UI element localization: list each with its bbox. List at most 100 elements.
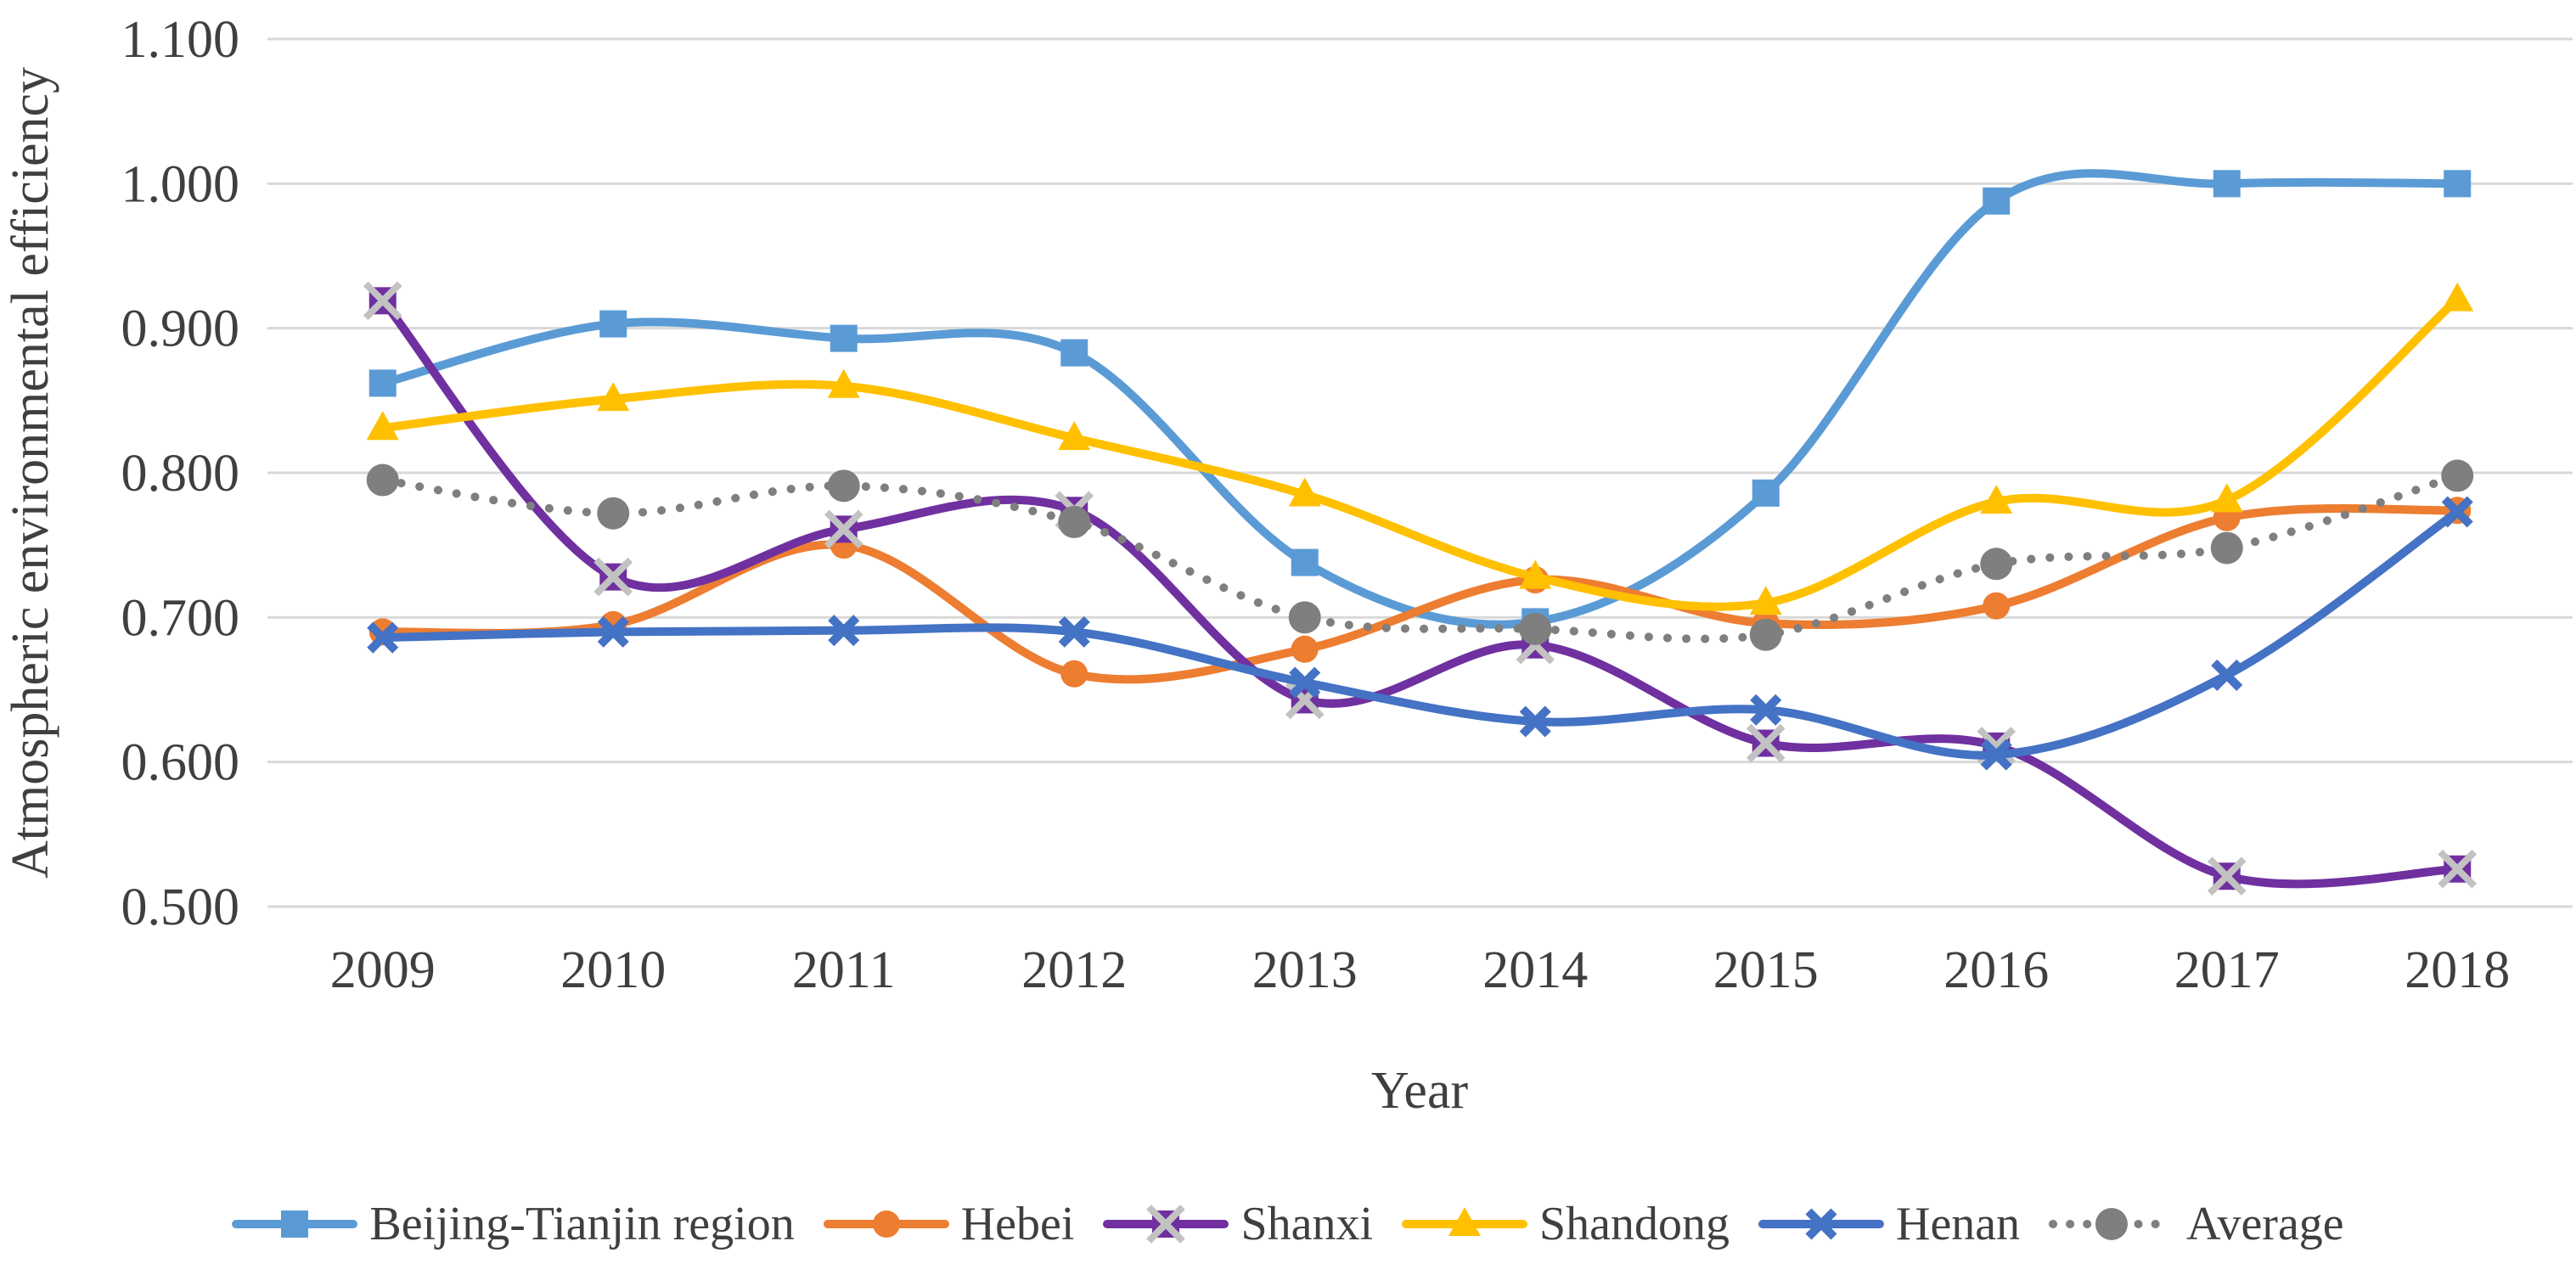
- x-tick-label: 2010: [560, 941, 666, 999]
- legend-label: Beijing-Tianjin region: [369, 1198, 795, 1250]
- marker-shandong: [827, 368, 860, 398]
- marker-average: [827, 469, 860, 503]
- y-axis-tick-labels: 0.500 0.600 0.700 0.800 0.900 1.000 1.100: [121, 11, 240, 936]
- series-line-average: [378, 471, 2462, 643]
- y-tick-label: 0.800: [121, 445, 240, 503]
- marker-shandong: [597, 382, 630, 412]
- marker-henan: [597, 615, 629, 648]
- marker-beijing-tianjin-region: [2444, 170, 2472, 198]
- marker-shanxi: [593, 557, 633, 597]
- marker-beijing-tianjin-region: [1752, 479, 1780, 507]
- x-tick-label: 2015: [1713, 941, 1819, 999]
- legend-swatch-henan-icon: [1758, 1208, 1884, 1240]
- legend-marker-shandong: [1448, 1207, 1481, 1236]
- legend-marker-average: [2095, 1208, 2129, 1240]
- y-tick-label: 0.700: [121, 589, 240, 647]
- legend-label: Average: [2186, 1198, 2344, 1250]
- marker-beijing-tianjin-region: [1060, 339, 1088, 367]
- marker-shanxi: [2438, 849, 2478, 889]
- marker-average: [1980, 548, 2013, 581]
- marker-shanxi: [1746, 723, 1786, 763]
- y-tick-label: 0.600: [121, 734, 240, 792]
- x-tick-label: 2014: [1482, 941, 1588, 999]
- plot-series: [363, 169, 2478, 896]
- legend-marker-shanxi: [1146, 1205, 1186, 1244]
- legend-swatch-shanxi-icon: [1103, 1205, 1229, 1244]
- legend-item-shanxi: Shanxi: [1103, 1197, 1373, 1251]
- marker-beijing-tianjin-region: [599, 310, 627, 338]
- marker-hebei: [1060, 660, 1088, 688]
- legend-label: Hebei: [960, 1198, 1075, 1250]
- series-line-shandong: [378, 295, 2462, 611]
- legend-swatch-average-icon: [2049, 1208, 2175, 1240]
- series-line-shanxi: [378, 296, 2462, 889]
- marker-shandong: [2441, 282, 2474, 312]
- x-tick-label: 2012: [1021, 941, 1127, 999]
- y-tick-label: 1.000: [121, 155, 240, 213]
- legend-label: Shanxi: [1240, 1198, 1373, 1250]
- marker-shanxi: [824, 509, 863, 549]
- marker-hebei: [1291, 635, 1319, 663]
- x-axis-title: Year: [1371, 1062, 1469, 1120]
- marker-average: [2210, 531, 2243, 564]
- marker-beijing-tianjin-region: [830, 324, 858, 352]
- y-tick-label: 1.100: [121, 11, 240, 69]
- x-tick-label: 2016: [1943, 941, 2049, 999]
- legend-marker-hebei: [872, 1210, 900, 1238]
- marker-henan: [1519, 705, 1551, 738]
- marker-average: [2441, 459, 2474, 492]
- legend-item-shandong: Shandong: [1402, 1197, 1730, 1251]
- x-tick-label: 2009: [330, 941, 436, 999]
- marker-shandong: [366, 411, 399, 441]
- legend-item-beijing-tianjin-region: Beijing-Tianjin region: [232, 1197, 795, 1251]
- marker-average: [1519, 612, 1552, 645]
- marker-beijing-tianjin-region: [1291, 548, 1319, 576]
- legend-swatch-hebei-icon: [823, 1210, 949, 1238]
- marker-beijing-tianjin-region: [1983, 187, 2011, 215]
- marker-henan: [1750, 694, 1782, 726]
- marker-average: [1749, 618, 1782, 651]
- marker-henan: [1980, 739, 2012, 771]
- gridlines: [267, 37, 2573, 908]
- marker-beijing-tianjin-region: [368, 369, 397, 397]
- x-tick-label: 2017: [2174, 941, 2280, 999]
- legend-swatch-beijing-tianjin-region-icon: [232, 1210, 358, 1238]
- marker-henan: [1058, 615, 1090, 648]
- series-line-beijing-tianjin-region: [378, 169, 2462, 629]
- y-tick-label: 0.500: [121, 879, 240, 936]
- marker-shandong: [1980, 485, 2013, 514]
- marker-shandong: [1288, 477, 1321, 507]
- legend-label: Shandong: [1539, 1198, 1730, 1250]
- marker-henan: [828, 615, 860, 647]
- marker-henan: [2441, 496, 2473, 528]
- marker-average: [366, 463, 399, 497]
- marker-henan: [367, 621, 399, 654]
- legend-item-hebei: Hebei: [823, 1197, 1075, 1251]
- y-tick-label: 0.900: [121, 300, 240, 358]
- legend: Beijing-Tianjin region Hebei Shanxi Shandon…: [0, 1182, 2576, 1267]
- marker-shandong: [2210, 483, 2243, 513]
- marker-average: [1058, 505, 1091, 538]
- x-axis-tick-labels: 2009 2010 2011 2012 2013 2014 2015 2016 2017 2018: [330, 941, 2511, 999]
- x-tick-label: 2018: [2404, 941, 2510, 999]
- marker-shandong: [1749, 586, 1782, 615]
- marker-henan: [1289, 666, 1321, 699]
- legend-item-average: Average: [2049, 1197, 2344, 1251]
- marker-hebei: [1983, 592, 2011, 620]
- marker-henan: [2211, 659, 2243, 692]
- marker-shanxi: [2207, 857, 2247, 896]
- legend-marker-beijing-tianjin-region: [281, 1210, 309, 1238]
- marker-shanxi: [363, 281, 402, 321]
- legend-label: Henan: [1896, 1198, 2021, 1250]
- marker-average: [1288, 601, 1321, 634]
- marker-shandong: [1519, 559, 1552, 589]
- legend-swatch-shandong-icon: [1402, 1207, 1527, 1236]
- legend-marker-henan: [1805, 1208, 1837, 1240]
- marker-average: [597, 497, 630, 530]
- marker-beijing-tianjin-region: [2213, 170, 2241, 198]
- x-tick-label: 2011: [792, 941, 896, 999]
- x-tick-label: 2013: [1252, 941, 1358, 999]
- marker-shandong: [1058, 421, 1091, 451]
